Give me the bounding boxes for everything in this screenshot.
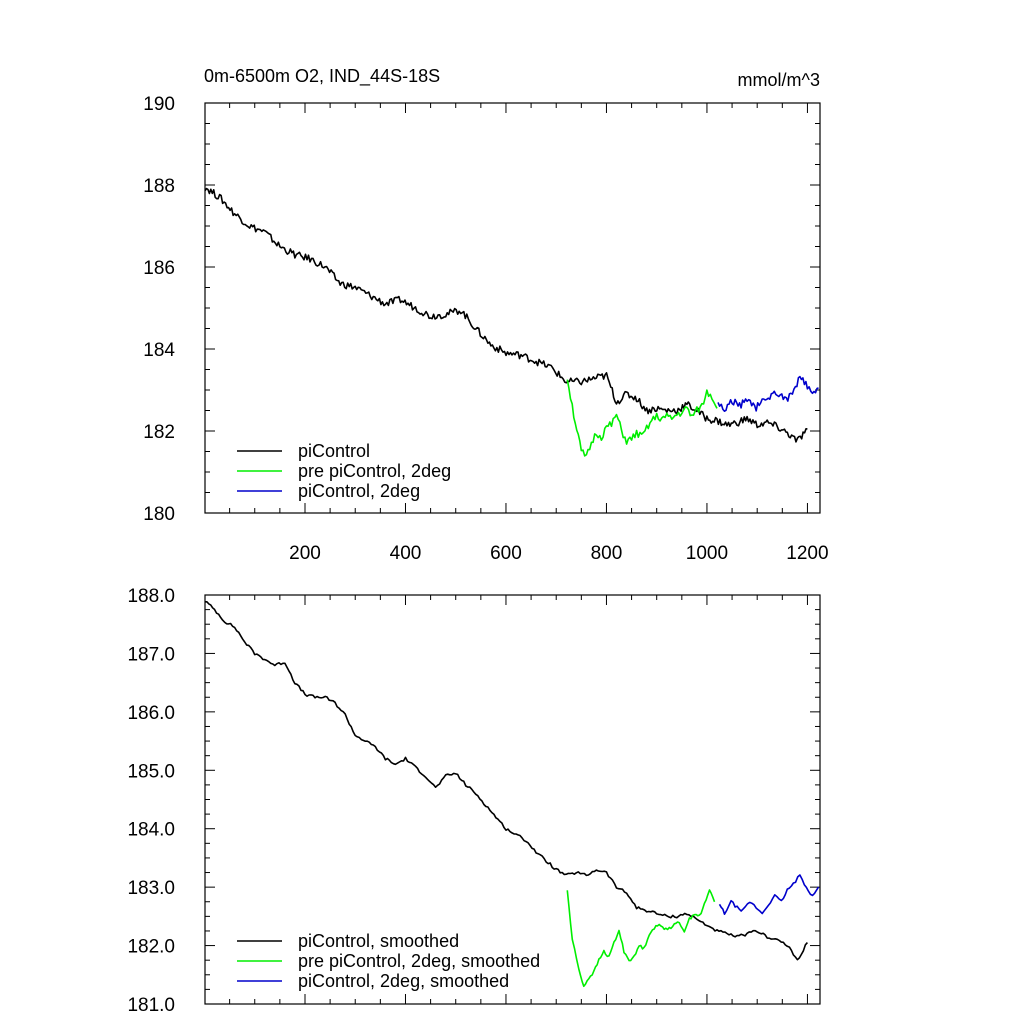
series-line-1 [566,379,718,457]
y-tick-label: 186.0 [127,703,175,724]
legend-label: piControl, 2deg [298,481,420,501]
y-tick-label: 186 [143,258,175,279]
units-label: mmol/m^3 [738,70,820,90]
x-tick-label: 1200 [786,543,828,564]
y-tick-label: 183.0 [127,878,175,899]
y-tick-label: 190 [143,94,175,115]
y-tick-label: 182.0 [127,937,175,958]
top-series [204,187,819,457]
bottom-ticks: 181.0 182.0 183.0 184.0 185.0 186.0 187.0 188.0 [127,586,820,1016]
y-tick-label: 180 [143,504,175,525]
y-tick-label: 185.0 [127,761,175,782]
series-line-1 [566,889,716,988]
bottom-chart-panel: 181.0 182.0 183.0 184.0 185.0 186.0 187.0 188.0… [127,586,821,1016]
x-tick-label: 1000 [686,543,728,564]
legend-label: pre piControl, 2deg, smoothed [298,951,540,971]
x-tick-label: 600 [490,543,522,564]
legend-label: pre piControl, 2deg [298,461,451,481]
top-chart-panel: 0m-6500m O2, IND_44S-18S mmol/m^3 200 400… [143,66,828,564]
series-line-0 [205,600,808,961]
y-tick-label: 188 [143,176,175,197]
x-tick-label: 400 [390,543,422,564]
top-ticks: 200 400 600 800 1000 1200 180 182 184 186 188 190 [143,94,828,564]
y-tick-label: 181.0 [127,995,175,1016]
y-tick-label: 184.0 [127,820,175,841]
x-tick-label: 800 [591,543,623,564]
y-tick-label: 187.0 [127,644,175,665]
series-line-2 [717,375,819,413]
series-line-0 [204,187,808,443]
y-tick-label: 184 [143,340,175,361]
chart-title: 0m-6500m O2, IND_44S-18S [204,66,440,87]
series-line-2 [718,874,820,916]
y-tick-label: 182 [143,422,175,443]
y-tick-label: 188.0 [127,586,175,607]
legend-label: piControl, smoothed [298,931,459,951]
bottom-series [205,600,820,988]
legend-label: piControl, 2deg, smoothed [298,971,509,991]
x-tick-label: 200 [289,543,321,564]
legend-label: piControl [298,441,370,461]
